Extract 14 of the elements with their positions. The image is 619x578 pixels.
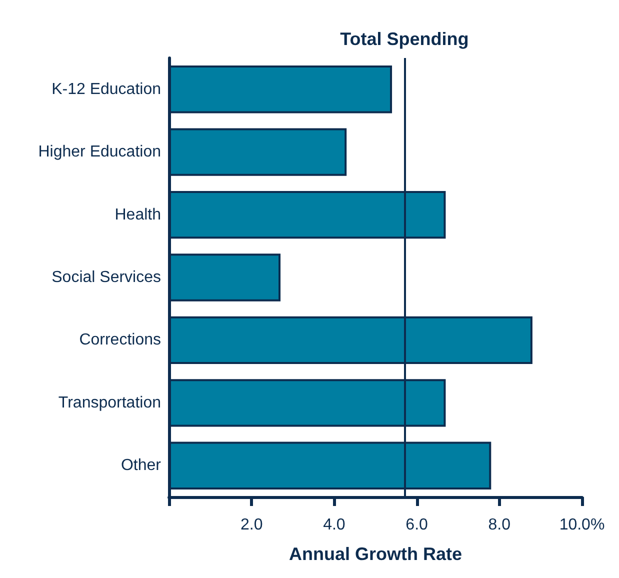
y-tick-label: Social Services <box>52 269 161 286</box>
y-tick-label: Corrections <box>79 332 161 349</box>
x-tick-label: 6.0 <box>406 516 428 534</box>
x-tick-label: 8.0 <box>488 516 511 534</box>
y-tick-label: Transportation <box>58 394 161 412</box>
x-tick-label: 4.0 <box>323 516 346 534</box>
y-tick-label: K-12 Education <box>52 80 161 98</box>
x-axis-title: Annual Growth Rate <box>288 544 462 564</box>
y-tick-label: Higher Education <box>38 144 161 161</box>
x-tick-label: 10.0% <box>559 516 605 534</box>
x-tick-label: 2.0 <box>240 516 263 534</box>
ref-line-label: Total Spending <box>340 29 469 49</box>
y-tick-label: Health <box>114 206 161 224</box>
y-tick-label: Other <box>120 457 162 474</box>
